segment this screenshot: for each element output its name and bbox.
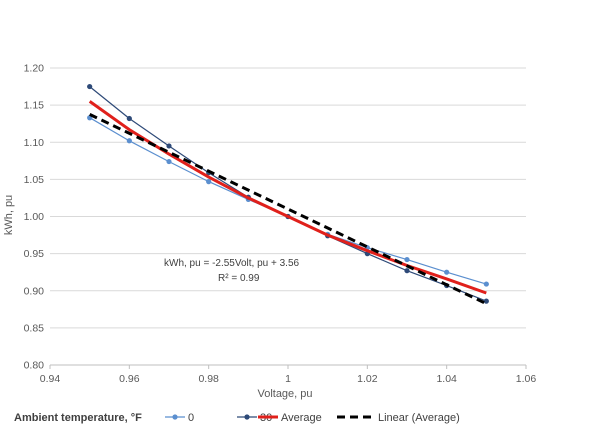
- axes: [49, 364, 527, 369]
- series-point-0: [126, 138, 132, 144]
- series-group: [87, 83, 489, 306]
- y-tick-label: 1.10: [24, 137, 45, 149]
- y-tick-label: 0.90: [24, 285, 45, 297]
- x-tick-label: 1.04: [436, 373, 457, 385]
- y-tick-label: 0.95: [24, 248, 45, 260]
- series-line-2: [88, 100, 487, 295]
- x-tick-label: 1.06: [516, 373, 537, 385]
- y-tick-label: 1.20: [24, 63, 45, 75]
- r-squared-label: R² = 0.99: [218, 273, 260, 284]
- legend-label-3: Linear (Average): [378, 412, 460, 424]
- legend-label-0: 0: [188, 412, 194, 424]
- legend-label-2: Average: [281, 412, 322, 424]
- legend: Ambient temperature, °F 030AverageLinear…: [14, 412, 460, 424]
- x-tick-labels: 0.94 0.96 0.98 1 1.02 1.04 1.06: [40, 373, 537, 385]
- x-tick-label: 1: [285, 373, 291, 385]
- series-point-1: [166, 143, 172, 149]
- series-line-3: [89, 113, 487, 306]
- x-axis-label: Voltage, pu: [257, 388, 312, 400]
- legend-marker-1: [244, 414, 250, 420]
- y-tick-labels: 0.80 0.85 0.90 0.95 1.00 1.05 1.10 1.15 1.20: [24, 63, 45, 372]
- y-axis-label: kWh, pu: [3, 195, 15, 235]
- x-tick-label: 1.02: [357, 373, 378, 385]
- y-tick-label: 0.85: [24, 322, 45, 334]
- series-point-0: [444, 269, 450, 275]
- regression-equation: kWh, pu = -2.55Volt, pu + 3.56: [164, 258, 300, 269]
- y-tick-label: 1.15: [24, 100, 45, 112]
- legend-title: Ambient temperature, °F: [14, 412, 142, 424]
- series-point-1: [87, 83, 93, 90]
- series-point-1: [483, 298, 489, 304]
- y-tick-label: 1.05: [24, 174, 45, 186]
- series-point-1: [404, 268, 410, 274]
- legend-marker-0: [172, 414, 178, 420]
- series-point-0: [404, 256, 410, 263]
- series-point-0: [206, 179, 212, 185]
- x-tick-label: 0.96: [119, 373, 140, 385]
- y-tick-label: 0.80: [24, 360, 45, 372]
- y-tick-label: 1.00: [24, 211, 45, 223]
- series-point-0: [483, 281, 489, 287]
- x-tick-label: 0.94: [40, 373, 61, 385]
- series-point-0: [166, 158, 172, 165]
- x-tick-label: 0.98: [198, 373, 219, 385]
- series-point-1: [126, 115, 132, 122]
